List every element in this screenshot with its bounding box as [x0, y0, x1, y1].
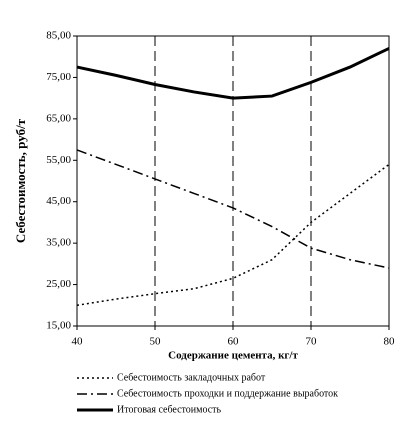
y-axis-label: Себестоимость, руб/т — [13, 118, 28, 243]
y-tick-label: 75,00 — [46, 71, 71, 83]
legend-label: Итоговая себестоимость — [117, 404, 221, 415]
y-tick-label: 35,00 — [46, 237, 71, 249]
x-tick-label: 40 — [72, 336, 84, 348]
x-tick-label: 80 — [384, 336, 396, 348]
legend-label: Себестоимость закладочных работ — [117, 372, 266, 383]
series-line — [76, 47, 390, 100]
series-line — [76, 149, 390, 269]
x-tick-label: 60 — [228, 336, 240, 348]
y-tick-label: 25,00 — [46, 278, 71, 290]
x-tick-label: 70 — [306, 336, 318, 348]
y-tick-label: 55,00 — [46, 154, 71, 166]
y-tick-label: 15,00 — [46, 320, 71, 332]
x-axis-label: Содержание цемента, кг/т — [168, 350, 298, 362]
legend-label: Себестоимость проходки и поддержание выр… — [117, 388, 338, 399]
y-tick-label: 65,00 — [46, 112, 71, 124]
x-tick-label: 50 — [150, 336, 162, 348]
y-tick-label: 45,00 — [46, 195, 71, 207]
y-tick-label: 85,00 — [46, 30, 71, 42]
